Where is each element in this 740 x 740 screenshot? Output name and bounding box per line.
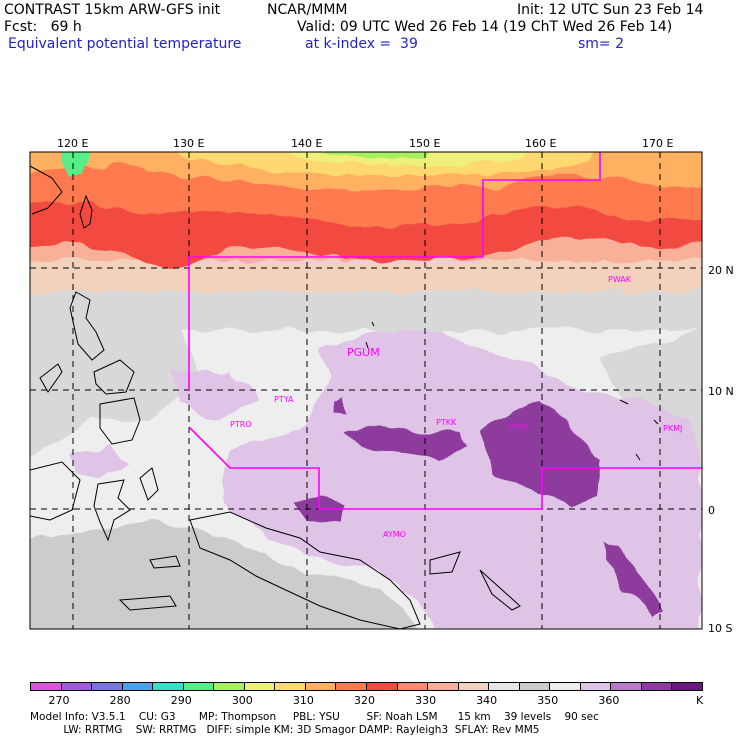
colorbar-swatch [182,682,215,691]
colorbar-swatch [243,682,276,691]
coastline-mindanao [99,397,141,445]
coastline-luzon [69,291,105,361]
lon-label-130e: 130 E [173,137,205,150]
colorbar-swatch [213,682,245,691]
colorbar-swatch [366,682,398,691]
lat-label-10s: 10 S [708,622,733,635]
colorbar-swatch [60,682,93,691]
theta-e-core-se [604,540,666,616]
latlon-grid [30,152,702,629]
coastline-visayas [93,359,135,395]
coastline-timor [118,595,177,611]
colorbar-swatch [457,682,490,691]
lat-label-20n: 20 N [708,264,734,277]
colorbar-swatch [549,682,581,691]
theta-e-region-light-purple-far-west [70,448,130,478]
colorbar-swatch [121,682,154,691]
coastline-borneo [30,461,81,521]
station-pgum: PGUM [347,346,380,359]
colorbar-swatch [640,682,673,691]
colorbar-tick-label: 270 [48,694,70,707]
station-pkmj: PKMJ [663,424,682,433]
colorbar-swatch [671,682,703,691]
theta-e-core-ptpn [480,400,600,508]
theta-e-core-small [332,398,344,414]
header-forecast-hour: Fcst: 69 h [4,19,82,35]
coastline-new-britain [429,551,461,575]
colorbar-swatch [335,682,367,691]
lon-label-160e: 160 E [525,137,557,150]
colorbar-swatch [579,682,612,691]
colorbar-swatch [30,682,62,691]
colorbar-swatch [152,682,184,691]
colorbar-swatch [488,682,520,691]
lon-label-120e: 120 E [57,137,89,150]
theta-e-core-south [292,496,344,524]
coastline-marianas [365,321,375,349]
station-labels: PWAK PGUM PTYA PTRO PTKK PTPN PKMJ AYMO [230,275,682,539]
colorbar-swatch [610,682,642,691]
colorbar-tick-label: 340 [476,694,498,707]
footer-model-info: Model Info: V3.5.1 CU: G3 MP: Thompson P… [30,711,599,723]
lon-label-140e: 140 E [291,137,323,150]
coastline-taiwan [79,194,93,229]
header-title: CONTRAST 15km ARW-GFS init [4,2,221,18]
coastline-palawan [39,363,63,393]
header-field-name: Equivalent potential temperature [8,36,242,52]
colorbar-swatch [274,682,306,691]
colorbar-swatch [518,682,551,691]
header-level: at k-index = 39 [305,36,418,52]
header-valid-time: Valid: 09 UTC Wed 26 Feb 14 (19 ChT Wed … [297,19,673,35]
station-aymo: AYMO [383,530,406,539]
colorbar-swatch [427,682,459,691]
colorbar-tick-label: 330 [415,694,437,707]
colorbar-tick-label: 310 [292,694,314,707]
coastline-marshall-atolls [619,399,659,461]
colorbar-tick-label: 350 [537,694,559,707]
lat-label-0: 0 [708,504,715,517]
colorbar-tick-label: 300 [231,694,253,707]
station-ptro: PTRO [230,420,252,429]
colorbar-tick-label: 320 [354,694,375,707]
map-frame [29,151,703,630]
lon-label-150e: 150 E [409,137,441,150]
lat-label-10n: 10 N [708,385,734,398]
coastline-seram [149,555,181,569]
theta-e-core-ptkk [345,424,468,458]
theta-e-band-green-west [60,152,90,180]
station-ptpn: PTPN [508,423,529,432]
station-pwak: PWAK [608,275,632,284]
colorbar-swatch [304,682,337,691]
coastline-china [30,165,63,215]
footer-physics-info: LW: RRTMG SW: RRTMG DIFF: simple KM: 3D … [30,724,540,736]
colorbar-unit-label: K [696,694,704,707]
colorbar-swatch [91,682,123,691]
station-ptkk: PTKK [436,418,457,427]
fir-boundary-south [188,426,702,510]
colorbar-tick-label: 360 [598,694,620,707]
coastline-halmahera [139,467,159,501]
coastline-new-guinea [189,511,421,629]
coastline-solomons [479,569,521,611]
header-smoothing: sm= 2 [578,36,625,52]
coastline-sulawesi [93,479,131,542]
header-org: NCAR/MMM [267,2,348,18]
header-init-time: Init: 12 UTC Sun 23 Feb 14 [517,2,704,18]
colorbar-swatch [396,682,429,691]
fir-boundary-north [188,152,601,390]
theta-e-band-295 [320,152,425,160]
colorbar-tick-label: 290 [170,694,192,707]
colorbar-tick-label: 280 [109,694,131,707]
coastlines [30,165,659,629]
lon-label-170e: 170 E [642,137,674,150]
theta-e-gray-southwest [30,520,419,629]
theta-e-region-light-purple-west [170,370,260,420]
station-ptya: PTYA [274,395,294,404]
